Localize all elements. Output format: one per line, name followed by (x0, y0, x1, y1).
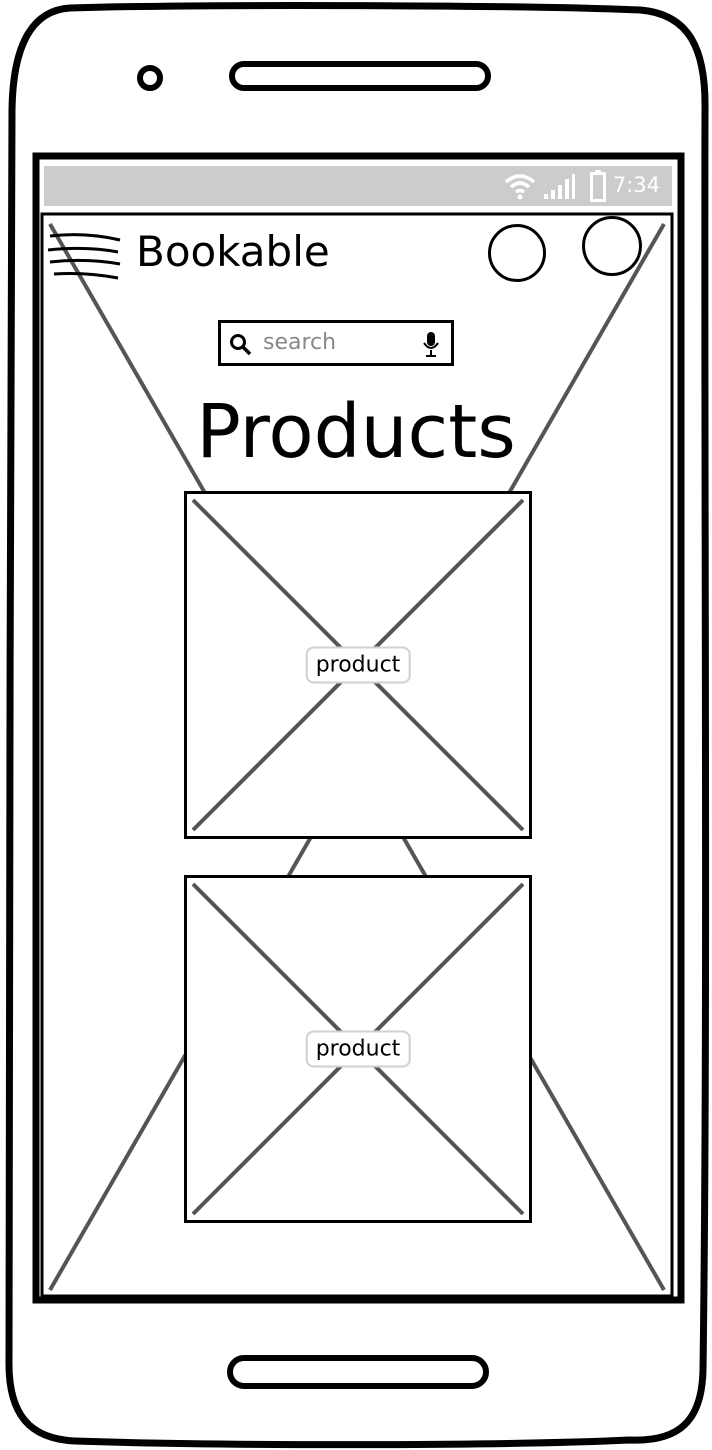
page-title: Products (196, 389, 516, 475)
product-card-2[interactable]: product (184, 875, 532, 1223)
product-label: product (305, 1030, 411, 1068)
speaker-slot (229, 61, 491, 91)
wifi-icon (504, 174, 536, 200)
status-time: 7:34 (612, 173, 660, 197)
product-card-1[interactable]: product (184, 491, 532, 839)
microphone-icon[interactable] (423, 331, 439, 357)
product-label: product (305, 646, 411, 684)
header-circle-button-1[interactable] (488, 224, 546, 282)
status-bar: 7:34 (44, 166, 672, 206)
home-slot[interactable] (227, 1355, 489, 1389)
camera-dot (137, 65, 163, 91)
header-circle-button-2[interactable] (582, 216, 642, 276)
hamburger-menu-icon[interactable] (46, 228, 124, 280)
signal-icon (544, 174, 575, 199)
search-icon (230, 334, 252, 356)
app-title: Bookable (136, 227, 330, 276)
battery-icon (590, 170, 606, 202)
search-input[interactable]: search (218, 320, 454, 366)
search-placeholder: search (263, 330, 337, 355)
